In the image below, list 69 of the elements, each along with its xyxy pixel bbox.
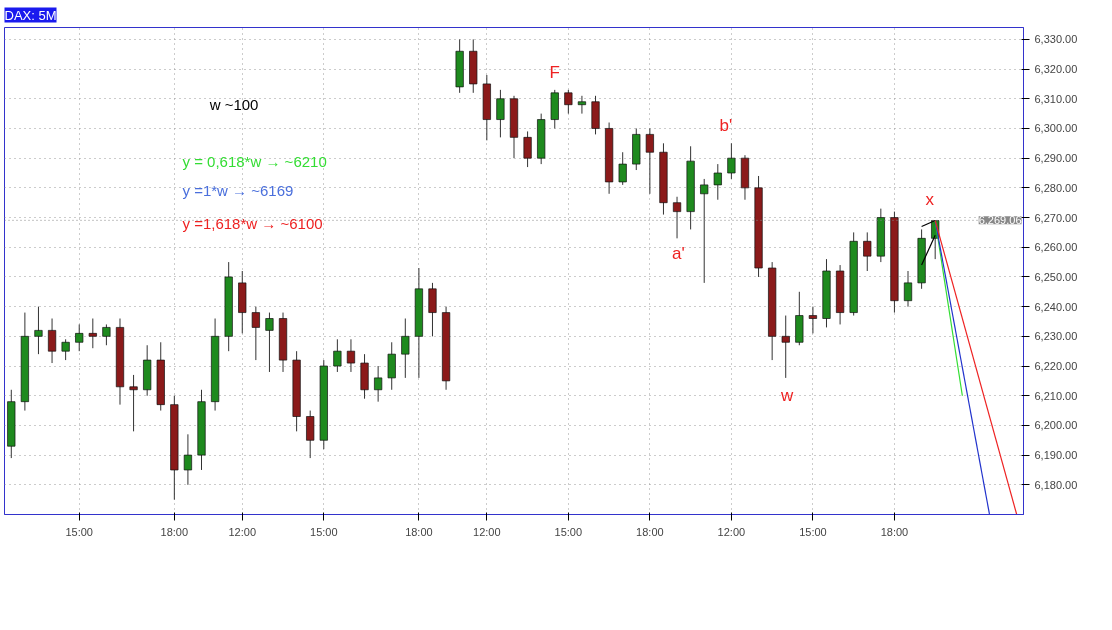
- candlestick: [251, 306, 260, 361]
- candlestick: [306, 410, 315, 459]
- candlestick: [129, 374, 138, 432]
- candlestick: [88, 318, 97, 349]
- y-tick-label: 6,200.00: [1034, 419, 1078, 432]
- candlestick: [34, 306, 43, 355]
- y-tick-label: 6,230.00: [1034, 330, 1078, 343]
- candlestick: [374, 365, 383, 403]
- annotation: w ~100: [208, 96, 259, 114]
- candlestick: [672, 196, 682, 239]
- x-tick-label: 15:00: [554, 525, 583, 538]
- chart-title: DAX: 5M: [4, 7, 57, 23]
- y-tick-label: 6,190.00: [1034, 449, 1078, 462]
- candlestick: [428, 282, 437, 337]
- candlestick: [75, 323, 84, 352]
- y-tick-label: 6,300.00: [1034, 122, 1078, 135]
- y-tick-label: 6,220.00: [1034, 360, 1078, 373]
- candlestick: [903, 270, 913, 308]
- annotation: y =1,618*w → ~6100: [182, 214, 323, 232]
- candlestick: [564, 89, 573, 115]
- annotation: x: [925, 190, 935, 210]
- x-tick-label: 18:00: [160, 525, 189, 538]
- candlestick: [346, 338, 356, 373]
- candlestick: [102, 323, 111, 346]
- candlestick: [700, 178, 709, 284]
- x-tick-label: 12:00: [473, 525, 501, 538]
- annotation: y =1*w → ~6169: [182, 182, 294, 200]
- y-tick-label: 6,260.00: [1034, 241, 1078, 254]
- candlestick: [863, 231, 872, 272]
- annotation: F: [549, 62, 560, 82]
- candlestick: [577, 95, 587, 115]
- candlestick: [401, 318, 410, 379]
- x-tick-label: 15:00: [799, 525, 827, 538]
- y-tick-label: 6,240.00: [1034, 300, 1078, 313]
- candlestick: [496, 89, 505, 138]
- y-tick-label: 6,290.00: [1034, 152, 1078, 165]
- y-tick-label: 6,270.00: [1034, 211, 1078, 224]
- y-tick-label: 6,180.00: [1034, 478, 1078, 491]
- y-tick-label: 6,320.00: [1034, 63, 1078, 76]
- candlestick: [808, 306, 817, 334]
- y-tick-label: 6,210.00: [1034, 389, 1078, 402]
- x-tick-label: 15:00: [65, 525, 93, 538]
- y-tick-label: 6,250.00: [1034, 270, 1078, 283]
- x-tick-label: 18:00: [880, 525, 909, 538]
- candlestick: [618, 151, 627, 186]
- candlestick: [645, 127, 654, 195]
- candlestick: [61, 338, 70, 361]
- candlestick: [727, 142, 736, 180]
- candlestick: [183, 433, 193, 486]
- x-tick-label: 12:00: [228, 525, 257, 538]
- y-tick-label: 6,330.00: [1034, 33, 1078, 46]
- x-tick-label: 18:00: [636, 525, 664, 538]
- candlestick: [265, 312, 274, 373]
- x-tick-label: 12:00: [717, 525, 746, 538]
- candlestick: [387, 341, 396, 391]
- candlestick: [333, 338, 342, 373]
- y-tick-label: 6,280.00: [1034, 181, 1078, 194]
- x-tick-label: 15:00: [310, 525, 338, 538]
- annotation: y = 0,618*w → ~6210: [182, 152, 327, 170]
- annotation: b': [719, 115, 733, 135]
- annotation: w: [779, 386, 794, 406]
- x-tick-label: 18:00: [405, 525, 433, 538]
- annotation: a': [672, 243, 685, 263]
- candlestick: [713, 163, 722, 201]
- candlestick: [523, 130, 532, 168]
- candlestick: [781, 315, 790, 379]
- candlestick: [47, 318, 57, 364]
- y-tick-label: 6,310.00: [1034, 92, 1078, 105]
- ref-line-label: 6,269.06: [978, 214, 1022, 227]
